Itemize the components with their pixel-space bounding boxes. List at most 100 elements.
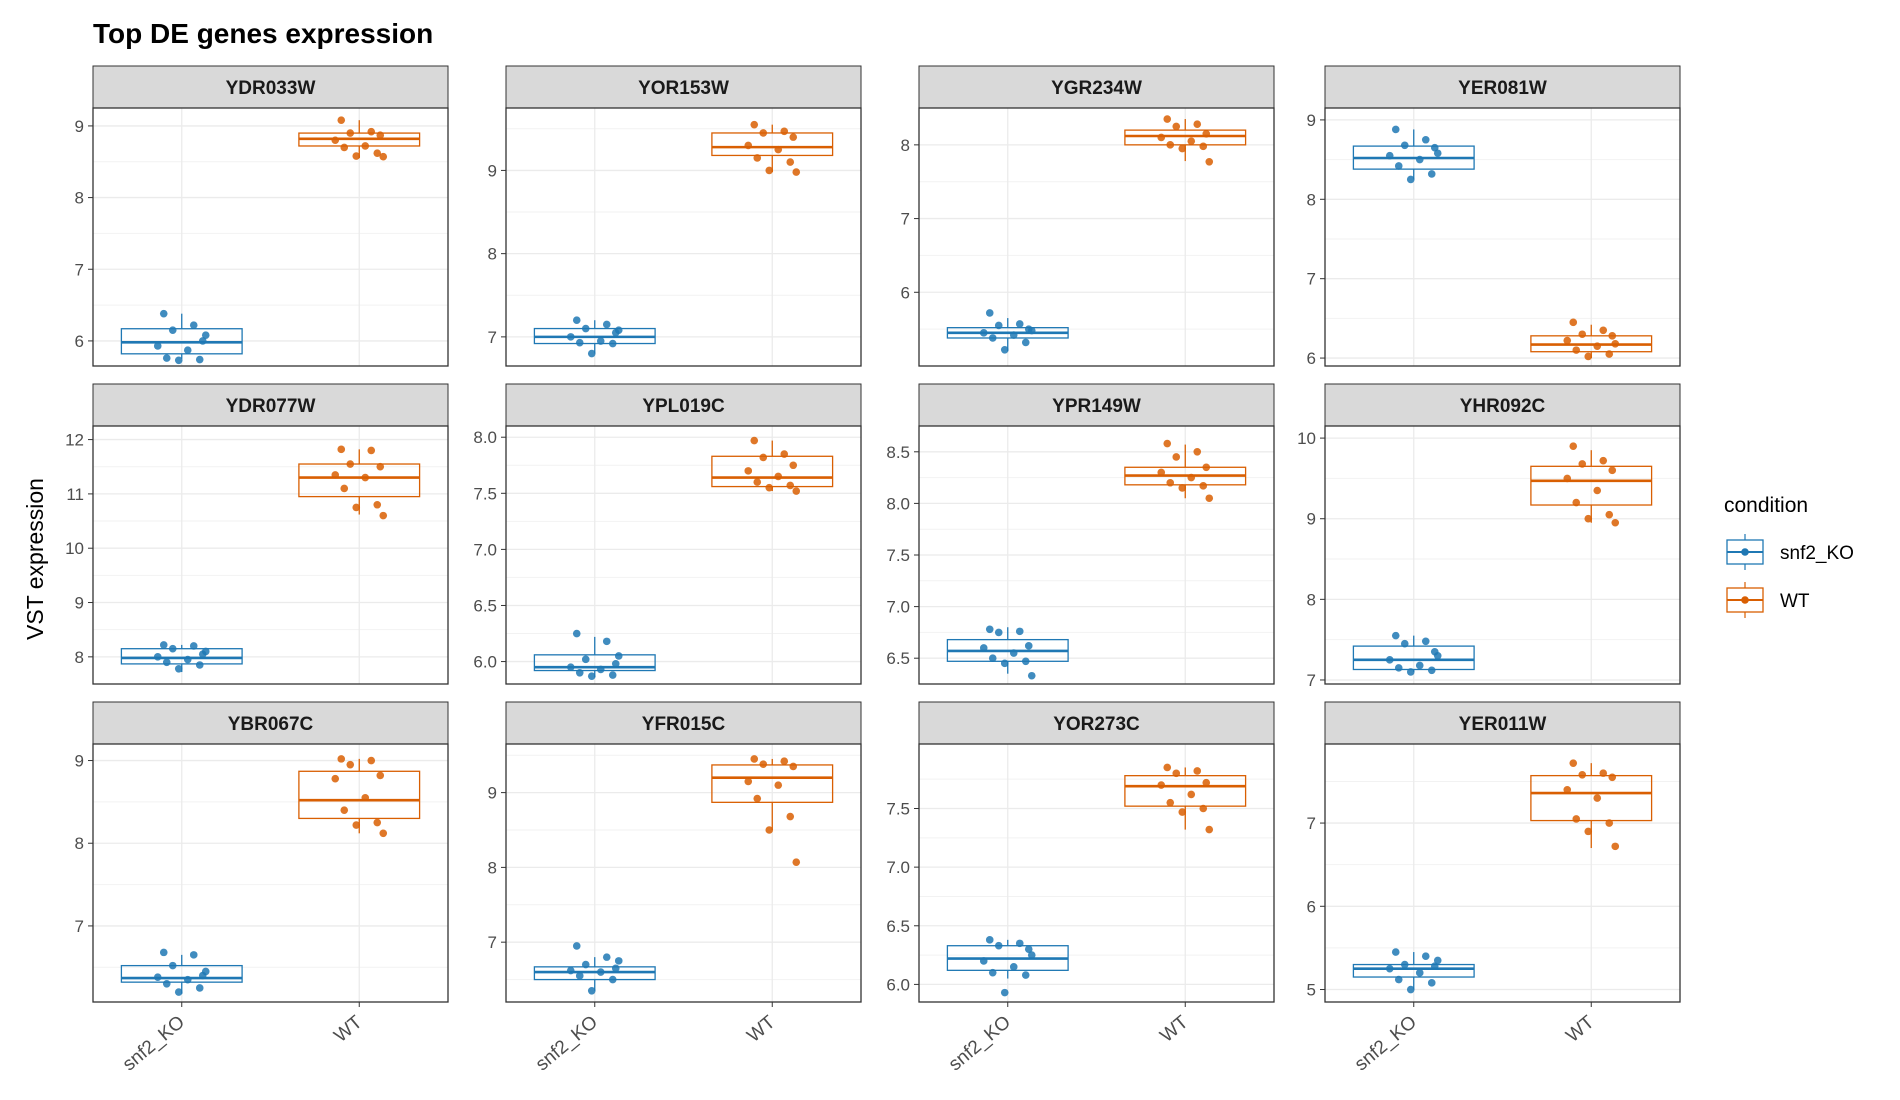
panel-border xyxy=(92,743,449,1003)
data-point xyxy=(985,936,994,944)
box-body xyxy=(711,132,834,157)
data-point xyxy=(352,821,361,829)
panel-yor153w: YOR153W 7 8 9 xyxy=(488,65,862,367)
data-point xyxy=(759,129,768,137)
data-point xyxy=(566,966,575,975)
x-tick-label: snf2_KO xyxy=(532,1012,602,1076)
facet-strip-label: YOR153W xyxy=(638,78,729,99)
data-point xyxy=(1000,345,1009,354)
data-point xyxy=(174,664,183,673)
data-point xyxy=(1391,631,1400,640)
data-point xyxy=(1421,637,1430,646)
box-body xyxy=(1124,775,1247,807)
data-point xyxy=(979,329,988,337)
data-point xyxy=(1430,962,1439,971)
facet-strip-label: YGR234W xyxy=(1051,78,1142,99)
data-point xyxy=(1572,346,1581,354)
data-point xyxy=(1205,494,1214,503)
data-point xyxy=(1584,514,1593,523)
data-point xyxy=(792,487,801,495)
panel-border xyxy=(918,743,1275,1003)
y-tick-label: 5 xyxy=(1307,981,1316,1000)
data-point xyxy=(602,320,611,329)
data-point xyxy=(765,166,774,175)
y-tick-label: 7.0 xyxy=(886,598,910,617)
legend-items: snf2_KO WT xyxy=(1726,534,1854,618)
y-tick-label: 7.5 xyxy=(886,546,910,565)
panel-yor273c: YOR273C 6.0 6.5 7.0 7.5 snf2_KO WT xyxy=(886,701,1275,1075)
data-point xyxy=(1430,143,1439,152)
y-tick-label: 7 xyxy=(488,933,497,952)
data-point xyxy=(750,436,759,445)
data-point xyxy=(379,829,388,838)
data-point xyxy=(1163,439,1172,448)
data-point xyxy=(340,143,349,152)
y-tick-label: 9 xyxy=(1307,111,1316,130)
data-point xyxy=(1578,770,1587,779)
box-body xyxy=(1124,129,1247,146)
data-point xyxy=(1605,350,1614,358)
data-point xyxy=(780,450,789,458)
y-tick-label: 7 xyxy=(75,260,84,279)
y-tick-label: 7 xyxy=(1307,814,1316,833)
data-point xyxy=(1163,115,1172,123)
panel-border xyxy=(92,107,449,367)
data-point xyxy=(1385,656,1394,664)
data-point xyxy=(753,154,762,162)
data-point xyxy=(1394,975,1403,984)
y-tick-label: 7 xyxy=(488,328,497,347)
data-point xyxy=(1027,951,1036,959)
plot-background xyxy=(1325,426,1680,684)
panel-ydr033w: YDR033W 6 7 8 9 xyxy=(75,65,449,367)
data-point xyxy=(1406,985,1415,994)
data-point xyxy=(1163,763,1172,772)
y-tick-label: 11 xyxy=(66,485,84,504)
data-point xyxy=(1433,956,1442,965)
data-point xyxy=(1385,964,1394,973)
y-tick-label: 10 xyxy=(65,539,84,558)
y-tick-label: 6 xyxy=(901,283,910,302)
data-point xyxy=(1166,141,1175,149)
plot-background xyxy=(919,744,1274,1002)
data-point xyxy=(1021,971,1030,979)
panel-yfr015c: YFR015C 7 8 9 snf2_KO WT xyxy=(488,701,862,1076)
data-point xyxy=(1009,331,1018,339)
panel-border xyxy=(505,425,862,685)
panel-border xyxy=(92,425,449,685)
data-point xyxy=(346,129,355,137)
data-point xyxy=(1572,815,1581,823)
panel-ydr077w: YDR077W 8 9 10 11 12 xyxy=(65,383,449,685)
data-point xyxy=(1415,155,1424,164)
box-body xyxy=(1530,465,1653,506)
box-snf2_ko xyxy=(120,954,243,994)
data-point xyxy=(1187,473,1196,482)
panel-ygr234w: YGR234W 6 7 8 xyxy=(901,65,1275,367)
data-point xyxy=(1584,352,1593,361)
facet-strip xyxy=(505,701,862,745)
y-tick-label: 8 xyxy=(75,189,84,208)
data-point xyxy=(1584,827,1593,836)
facet-strip xyxy=(918,383,1275,427)
data-point xyxy=(376,462,385,471)
data-point xyxy=(1611,339,1620,348)
data-point xyxy=(765,483,774,492)
data-point xyxy=(1593,486,1602,495)
data-point xyxy=(1024,642,1033,650)
data-point xyxy=(1599,769,1608,777)
data-point xyxy=(331,471,340,479)
data-point xyxy=(750,120,759,129)
facet-strip-label: YOR273C xyxy=(1053,714,1140,735)
box-body xyxy=(120,648,243,665)
data-point xyxy=(162,354,171,362)
y-tick-label: 8 xyxy=(901,136,910,155)
data-point xyxy=(596,337,605,345)
data-point xyxy=(1172,453,1181,461)
data-point xyxy=(376,771,385,780)
data-point xyxy=(1593,342,1602,350)
data-point xyxy=(153,973,162,981)
data-point xyxy=(168,961,177,970)
data-point xyxy=(1015,939,1024,948)
facet-strip xyxy=(918,701,1275,745)
data-point xyxy=(1608,466,1617,475)
y-tick-label: 8.5 xyxy=(886,443,910,462)
